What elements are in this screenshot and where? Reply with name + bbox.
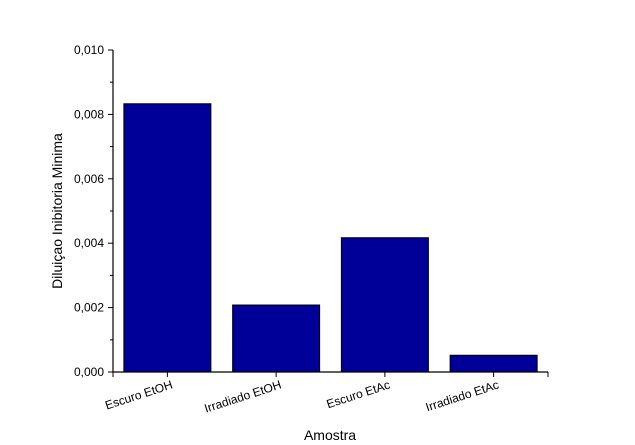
bar-0 bbox=[123, 103, 212, 373]
bar-1 bbox=[232, 304, 321, 373]
y-tick-label: 0,004 bbox=[74, 236, 104, 250]
y-axis-ticks: 0,000 0,002 0,004 0,006 0,008 0,010 bbox=[74, 43, 113, 379]
y-tick-label: 0,002 bbox=[74, 301, 104, 315]
x-tick-label: Escuro EtAc bbox=[325, 378, 392, 412]
y-tick-label: 0,000 bbox=[74, 365, 104, 379]
x-tick-label: Irradiado EtOH bbox=[203, 378, 283, 416]
y-tick-label: 0,006 bbox=[74, 172, 104, 186]
y-tick-label: 0,008 bbox=[74, 107, 104, 121]
x-tick-label: Irradiado EtAc bbox=[424, 378, 501, 415]
bar-2 bbox=[340, 237, 429, 373]
bars-group bbox=[123, 103, 538, 373]
y-axis-label: Diluiçao Inibitoria Minima bbox=[49, 133, 65, 289]
bar-3 bbox=[449, 354, 538, 373]
x-axis-label: Amostra bbox=[304, 427, 356, 443]
x-axis-ticks: Escuro EtOH Irradiado EtOH Escuro EtAc Irra… bbox=[103, 372, 549, 416]
x-tick-label: Escuro EtOH bbox=[103, 378, 174, 413]
y-tick-label: 0,010 bbox=[74, 43, 104, 57]
